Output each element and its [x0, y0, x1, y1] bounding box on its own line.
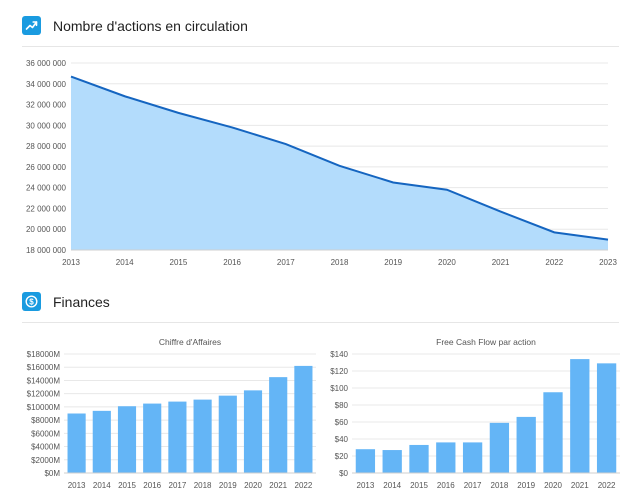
y-tick-label: $10000M	[27, 403, 61, 412]
y-tick-label: $140	[330, 350, 348, 359]
bar	[92, 410, 111, 473]
x-tick-label: 2018	[194, 481, 212, 490]
x-tick-label: 2020	[438, 258, 456, 267]
x-tick-label: 2014	[116, 258, 134, 267]
bar	[218, 395, 237, 473]
y-tick-label: 28 000 000	[26, 142, 67, 151]
y-tick-label: $16000M	[27, 363, 61, 372]
section-title-finances: Finances	[53, 293, 110, 310]
x-tick-label: 2016	[223, 258, 241, 267]
bar	[269, 377, 288, 473]
y-tick-label: 34 000 000	[26, 80, 67, 89]
y-tick-label: $8000M	[31, 416, 60, 425]
bar	[596, 363, 617, 473]
x-tick-label: 2021	[492, 258, 510, 267]
shares-area	[71, 76, 608, 250]
bar	[409, 444, 429, 473]
y-tick-label: $14000M	[27, 376, 61, 385]
x-tick-label: 2015	[118, 481, 136, 490]
x-tick-label: 2019	[384, 258, 402, 267]
y-tick-label: 26 000 000	[26, 163, 67, 172]
revenue-bar-chart: Chiffre d'Affaires $0M $2000M $4000M $6000M $…	[27, 337, 316, 490]
x-tick-label: 2019	[517, 481, 535, 490]
bar	[489, 422, 510, 473]
y-tick-label: 24 000 000	[26, 184, 67, 193]
dollar-coin-icon: $	[22, 292, 41, 311]
x-tick-label: 2017	[464, 481, 482, 490]
y-tick-label: $40	[335, 435, 349, 444]
bar	[436, 442, 456, 473]
bar	[193, 399, 212, 473]
y-tick-label: $12000M	[27, 390, 61, 399]
y-tick-label: $20	[335, 452, 349, 461]
x-tick-label: 2021	[269, 481, 287, 490]
x-tick-label: 2017	[169, 481, 187, 490]
x-tick-label: 2019	[219, 481, 237, 490]
finances-section-header: $ Finances	[22, 292, 110, 311]
y-tick-label: 32 000 000	[26, 101, 67, 110]
section-title-shares: Nombre d'actions en circulation	[53, 17, 248, 34]
x-tick-label: 2015	[410, 481, 428, 490]
x-tick-label: 2020	[544, 481, 562, 490]
bar	[294, 365, 313, 473]
shares-line	[70, 75, 609, 241]
x-tick-label: 2016	[437, 481, 455, 490]
y-tick-label: $120	[330, 367, 348, 376]
bar	[117, 406, 137, 473]
y-tick-label: $0M	[44, 469, 60, 478]
trending-up-icon	[22, 16, 41, 35]
y-tick-label: 30 000 000	[26, 121, 67, 130]
chart-title: Free Cash Flow par action	[436, 337, 536, 347]
fcf-bar-chart: Free Cash Flow par action $0 $20 $40 $60 $80 $…	[330, 337, 620, 490]
y-tick-label: 20 000 000	[26, 225, 67, 234]
x-tick-label: 2022	[545, 258, 563, 267]
y-tick-label: $0	[339, 469, 348, 478]
x-tick-label: 2023	[599, 258, 617, 267]
x-tick-label: 2013	[357, 481, 375, 490]
x-tick-label: 2014	[93, 481, 111, 490]
bar	[462, 442, 483, 473]
y-tick-label: $60	[335, 418, 349, 427]
svg-text:$: $	[29, 297, 34, 306]
x-tick-label: 2015	[170, 258, 188, 267]
y-tick-label: $6000M	[31, 429, 60, 438]
x-tick-label: 2013	[62, 258, 80, 267]
x-tick-label: 2021	[571, 481, 589, 490]
bar	[355, 449, 376, 473]
bar	[143, 403, 162, 473]
x-tick-label: 2018	[331, 258, 349, 267]
y-tick-label: $100	[330, 384, 348, 393]
x-tick-label: 2013	[68, 481, 86, 490]
y-tick-label: $4000M	[31, 443, 60, 452]
bar	[168, 401, 187, 473]
y-tick-label: $2000M	[31, 456, 60, 465]
shares-area-chart: 18 000 000 20 000 000 22 000 000 24 000 000…	[26, 59, 617, 267]
bar	[516, 416, 536, 473]
x-tick-label: 2022	[295, 481, 313, 490]
bar	[570, 359, 590, 473]
bar	[543, 392, 563, 473]
x-tick-label: 2014	[383, 481, 401, 490]
chart-title: Chiffre d'Affaires	[159, 337, 221, 347]
divider	[22, 322, 619, 323]
bar	[382, 450, 402, 473]
bar	[67, 413, 86, 473]
bar	[243, 390, 263, 473]
x-tick-label: 2016	[143, 481, 161, 490]
shares-section-header: Nombre d'actions en circulation	[22, 16, 248, 35]
y-tick-label: $18000M	[27, 350, 61, 359]
y-tick-label: 18 000 000	[26, 246, 67, 255]
x-tick-label: 2022	[598, 481, 616, 490]
x-tick-label: 2018	[491, 481, 509, 490]
y-tick-label: 22 000 000	[26, 204, 67, 213]
x-tick-label: 2020	[244, 481, 262, 490]
y-tick-label: $80	[335, 401, 349, 410]
x-tick-label: 2017	[277, 258, 295, 267]
divider	[22, 46, 619, 47]
y-tick-label: 36 000 000	[26, 59, 67, 68]
